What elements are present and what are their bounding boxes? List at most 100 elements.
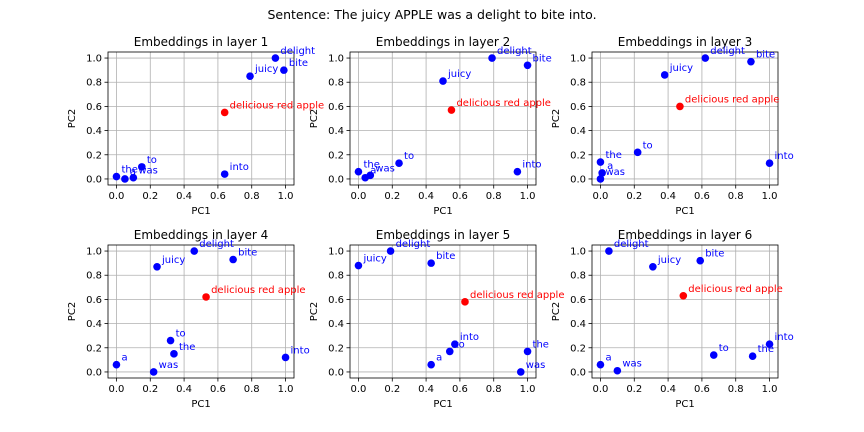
x-tick-label: 1.0 (520, 384, 536, 395)
x-axis-label: PC1 (191, 206, 210, 217)
word-point (439, 77, 447, 85)
word-point (596, 158, 605, 166)
word-point-label: into (460, 332, 479, 343)
word-point (701, 54, 710, 62)
word-point-label: was (159, 360, 179, 371)
x-tick-label: 0.8 (486, 191, 502, 202)
word-point-label: bite (238, 248, 257, 259)
word-point-label: delight (497, 46, 532, 57)
x-tick-label: 0.0 (593, 191, 609, 202)
x-tick-label: 0.2 (384, 384, 400, 395)
word-point-label: to (643, 140, 653, 151)
x-tick-label: 0.2 (142, 384, 158, 395)
y-tick-label: 0.8 (328, 271, 344, 282)
y-tick-label: 0.6 (570, 295, 586, 306)
target-point (220, 108, 229, 117)
word-point-label: bite (705, 249, 724, 260)
y-tick-label: 0.8 (86, 78, 102, 89)
x-tick-label: 0.8 (244, 384, 260, 395)
word-point (523, 347, 532, 356)
word-point (765, 159, 774, 168)
x-tick-label: 0.0 (109, 384, 125, 395)
word-point-label: into (775, 151, 794, 162)
subplot-layer-3: 0.0 0.2 0.4 0.6 0.8 1.0 0.0 0.2 0.4 0.6 0.8 1.0 Embe… (551, 35, 794, 217)
x-tick-label: 0.6 (210, 384, 226, 395)
x-tick-label: 0.4 (660, 384, 676, 395)
y-tick-label: 1.0 (328, 54, 344, 65)
y-tick-label: 0.8 (570, 271, 586, 282)
x-tick-label: 0.2 (384, 191, 400, 202)
x-tick-label: 0.4 (176, 191, 192, 202)
word-point (121, 175, 129, 183)
y-tick-label: 0.6 (328, 295, 344, 306)
word-point-label: juicy (254, 64, 278, 75)
x-tick-label: 0.0 (351, 384, 367, 395)
word-point-label: to (404, 151, 414, 162)
word-point (649, 262, 657, 271)
y-tick-label: 1.0 (86, 54, 102, 65)
word-point-label: juicy (669, 63, 693, 74)
x-tick-label: 1.0 (520, 191, 536, 202)
y-tick-label: 1.0 (570, 54, 586, 65)
y-tick-label: 0.4 (328, 319, 344, 330)
x-tick-label: 1.0 (762, 191, 778, 202)
word-point (395, 159, 403, 168)
subplot-layer-6: 0.0 0.2 0.4 0.6 0.8 1.0 0.0 0.2 0.4 0.6 0.8 1.0 Embe… (551, 228, 794, 410)
word-point-label: juicy (447, 69, 471, 80)
axes-frame (349, 51, 537, 186)
y-tick-label: 0.2 (86, 150, 102, 161)
target-point (447, 106, 456, 114)
word-point-label: into (230, 162, 249, 173)
word-point-label: was (526, 360, 546, 371)
axes-frame (591, 244, 779, 379)
x-axis-label: PC1 (191, 399, 210, 410)
x-tick-label: 0.6 (452, 191, 468, 202)
target-point-label: delicious red apple (211, 285, 306, 296)
y-axis-label: PC2 (67, 109, 78, 128)
word-point-label: a (130, 167, 136, 178)
target-point-label: delicious red apple (230, 100, 325, 111)
word-point-label: a (436, 353, 442, 364)
word-point (613, 366, 622, 375)
word-point (354, 167, 363, 176)
word-point (281, 353, 290, 362)
word-point (696, 256, 705, 265)
x-tick-label: 0.4 (176, 384, 192, 395)
y-tick-label: 0.4 (570, 319, 586, 330)
x-tick-label: 0.8 (728, 384, 744, 395)
word-point-label: the (121, 165, 137, 176)
target-point (679, 291, 688, 300)
word-point-label: delight (710, 46, 745, 57)
word-point-label: delight (614, 239, 649, 250)
x-tick-label: 0.8 (728, 191, 744, 202)
word-point-label: delight (280, 46, 315, 57)
word-point (190, 247, 199, 255)
word-point-label: was (605, 167, 625, 178)
word-point (129, 173, 138, 182)
word-point (765, 340, 774, 348)
word-point (427, 259, 435, 267)
word-point (166, 336, 175, 345)
y-tick-label: 0.2 (570, 343, 586, 354)
word-point (366, 171, 375, 180)
word-point-label: the (605, 150, 621, 161)
word-point-label: a (605, 353, 611, 364)
word-point (596, 360, 605, 369)
y-tick-label: 1.0 (570, 247, 586, 258)
y-tick-label: 0.0 (86, 367, 102, 378)
y-tick-label: 0.8 (570, 78, 586, 89)
y-axis-label: PC2 (551, 109, 562, 128)
y-tick-label: 0.4 (328, 126, 344, 137)
subplot-layer-4: 0.0 0.2 0.4 0.6 0.8 1.0 0.0 0.2 0.4 0.6 0.8 1.0 Embe… (67, 228, 310, 410)
word-point (523, 61, 532, 70)
axes-frame (591, 51, 779, 186)
y-tick-label: 0.8 (86, 271, 102, 282)
word-point (280, 66, 288, 74)
word-point-label: to (176, 329, 186, 340)
y-tick-label: 0.6 (570, 102, 586, 113)
y-tick-label: 0.0 (328, 174, 344, 185)
word-point (153, 262, 161, 271)
y-tick-label: 0.0 (570, 367, 586, 378)
axes-frame (107, 244, 295, 379)
